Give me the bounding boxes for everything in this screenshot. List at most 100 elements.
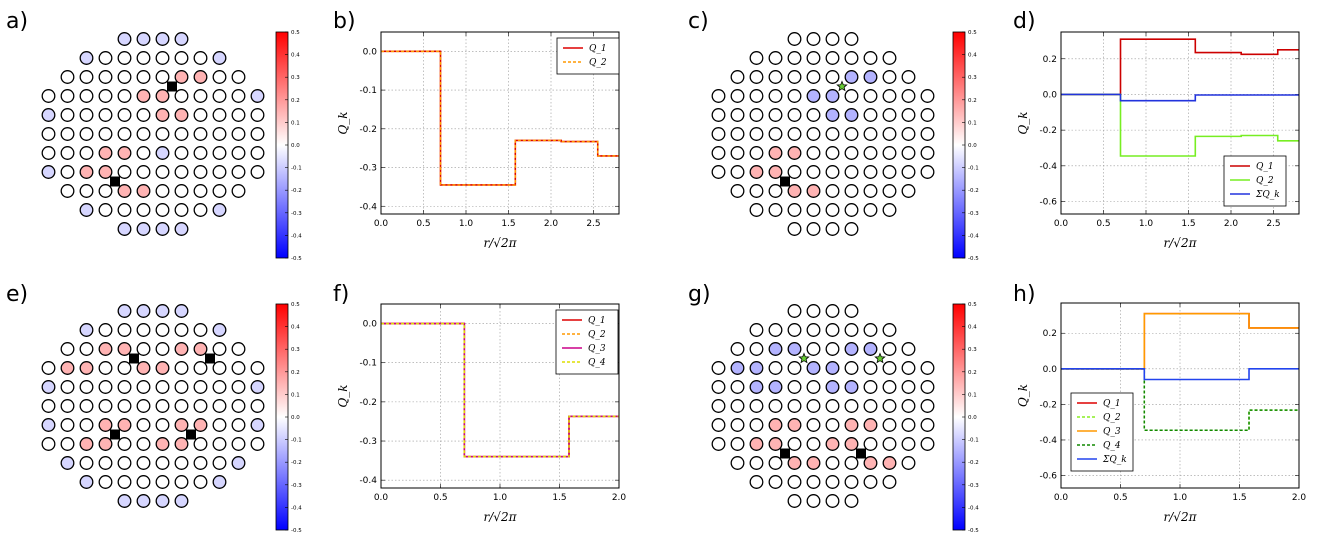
lattice-site (174, 437, 189, 451)
lattice-site (901, 380, 916, 394)
lattice-site (98, 399, 113, 413)
colorbar-e: 0.5 0.4 0.3 0.2 0.1 0.0 -0.1 -0.2 -0.3 -0.4 -0.5 (275, 302, 302, 534)
lattice-site (250, 380, 265, 394)
lattice-site (41, 165, 56, 179)
lattice-site (98, 361, 113, 375)
lattice-site (155, 203, 170, 217)
panel-label-f: f) (333, 282, 349, 307)
vortex-marker (110, 176, 120, 187)
lattice-site (155, 165, 170, 179)
lattice-site (212, 456, 227, 470)
lattice-site (174, 203, 189, 217)
lattice-site (768, 342, 783, 356)
lattice-site (193, 456, 208, 470)
lattice-site (117, 418, 132, 432)
lattice-site (79, 70, 94, 84)
lattice-site (98, 437, 113, 451)
series-line-3 (1061, 93, 1299, 102)
lattice-site (787, 418, 802, 432)
y-tick-label: -0.1 (359, 359, 377, 369)
lattice-site (749, 342, 764, 356)
lattice-site (806, 399, 821, 413)
lattice-site (749, 146, 764, 160)
legend-label: Q_2 (589, 58, 607, 68)
colorbar-tick-label: -0.1 (291, 438, 302, 444)
lattice-site (250, 89, 265, 103)
lattice-site (193, 127, 208, 141)
lattice-site (863, 51, 878, 65)
lattice-site (117, 184, 132, 198)
lattice-site (768, 146, 783, 160)
lattice-site (174, 304, 189, 318)
lattice-site (136, 418, 151, 432)
lattice-site (79, 437, 94, 451)
lattice-site (844, 342, 859, 356)
lattice-site (231, 108, 246, 122)
lattice-site (60, 437, 75, 451)
lattice-site (155, 323, 170, 337)
lattice-site (136, 437, 151, 451)
lattice-site (863, 70, 878, 84)
colorbar-a: 0.5 0.4 0.3 0.2 0.1 0.0 -0.1 -0.2 -0.3 -0.4 -0.5 (275, 30, 302, 262)
y-tick-label: -0.2 (1039, 400, 1057, 410)
lattice-site (768, 127, 783, 141)
lattice-site (136, 184, 151, 198)
colorbar-tick-label: 0.1 (291, 392, 300, 398)
lattice-site (231, 399, 246, 413)
lattice-site (825, 380, 840, 394)
colorbar-c: 0.5 0.4 0.3 0.2 0.1 0.0 -0.1 -0.2 -0.3 -0.4 -0.5 (952, 30, 979, 262)
x-tick-label: 0.0 (1054, 219, 1069, 229)
lattice-site (60, 399, 75, 413)
legend-label: Q_2 (1103, 413, 1121, 423)
lattice-site (98, 418, 113, 432)
lattice-site (231, 380, 246, 394)
lattice-site (98, 323, 113, 337)
lattice-site (882, 437, 897, 451)
lattice-site (212, 475, 227, 489)
lattice-site (250, 165, 265, 179)
lattice-site (825, 361, 840, 375)
lattice-site (749, 108, 764, 122)
lattice-site (863, 399, 878, 413)
plot-frame (1060, 302, 1300, 489)
lattice-site (136, 108, 151, 122)
y-tick-label: 0.0 (1043, 90, 1058, 100)
lattice-site (882, 418, 897, 432)
lattice-site (730, 89, 745, 103)
lattice-site (863, 323, 878, 337)
lattice-site (136, 456, 151, 470)
lattice-site (136, 203, 151, 217)
lattice-site (882, 89, 897, 103)
lattice-site (806, 323, 821, 337)
lattice-site (844, 70, 859, 84)
lattice-site (901, 361, 916, 375)
series-line-3 (381, 322, 619, 458)
x-tick-label: 1.0 (493, 493, 508, 503)
lattice-site (749, 70, 764, 84)
panel-label-c: c) (688, 9, 709, 34)
lattice-site (174, 165, 189, 179)
lattice-site (193, 342, 208, 356)
lattice-site (787, 165, 802, 179)
lattice-site (212, 51, 227, 65)
lattice-site (60, 165, 75, 179)
lattice-site (79, 127, 94, 141)
lattice-site (882, 361, 897, 375)
x-tick-label: 0.5 (416, 219, 430, 229)
lattice-site (174, 418, 189, 432)
lattice-site (193, 399, 208, 413)
lattice-site (117, 304, 132, 318)
colorbar-tick-label: 0.4 (968, 53, 977, 59)
lattice-site (749, 456, 764, 470)
lattice-site (863, 342, 878, 356)
series-line-4 (1061, 368, 1299, 431)
lattice-site (250, 437, 265, 451)
colorbar-tick-label: -0.5 (968, 528, 979, 533)
lattice-site (787, 456, 802, 470)
chart-b: 0.0 0.5 1.0 1.5 2.0 2.5 0.0 -0.1 -0.2 -0.3 -0.4 r/√… (336, 31, 620, 250)
lattice-site (901, 127, 916, 141)
lattice-site (920, 380, 935, 394)
lattice-site (41, 108, 56, 122)
lattice-site (882, 51, 897, 65)
lattice-site (193, 323, 208, 337)
